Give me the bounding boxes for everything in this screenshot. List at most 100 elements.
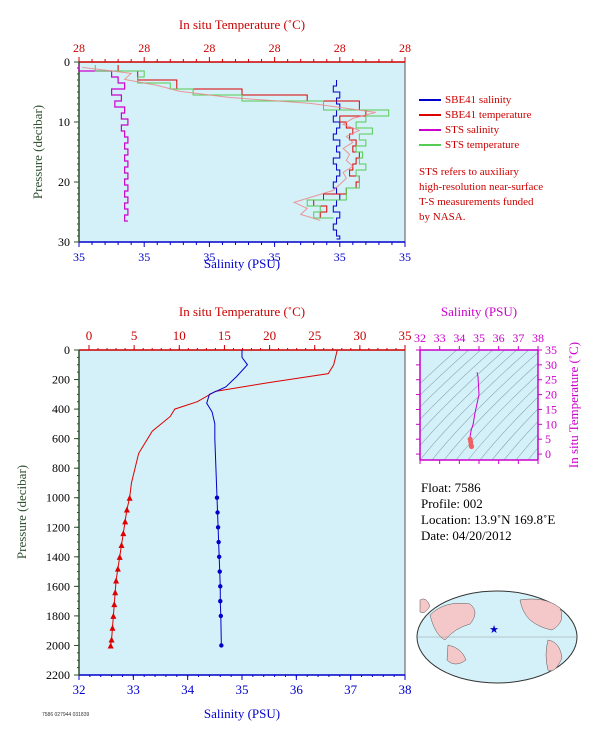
profile-number: Profile: 002 [421,496,483,511]
profile-date: Date: 04/20/2012 [421,528,512,543]
legend-swatch-sts-salinity [419,128,441,131]
sts-note-line-4: by NASA. [419,211,466,223]
bottom-pressure-tick-label: 600 [52,432,70,446]
bottom-temperature-point [110,612,117,619]
top-series-line-3 [78,65,129,222]
bottom-temperature-point [118,542,125,548]
top-salinity-tick-label: 35 [269,250,281,264]
bottom-temp-tick-label: 0 [86,328,93,343]
legend-item-sts-temperature: STS temperature [419,137,531,152]
top-temp-tick-label: 28 [399,41,411,55]
ts-isopycnal-line [420,350,482,408]
bottom-pressure-tick-label: 800 [52,461,70,475]
bottom-temperature-point [109,624,116,631]
ts-isopycnals [420,350,538,460]
top-temp-axis-title: In situ Temperature (˚C) [179,17,305,32]
ts-plot-area [419,349,539,461]
bottom-temp-tick-label: 25 [308,328,321,343]
sts-note-line-2: high-resolution near-surface [419,181,544,193]
bottom-salinity-point [216,554,222,560]
ts-isopycnal-line [443,362,538,460]
ts-salinity-tick-label: 36 [493,331,505,345]
ts-isopycnal-line [467,385,538,460]
bottom-salinity-tick-label: 34 [181,682,195,697]
bottom-pressure-tick-label: 1200 [46,520,70,534]
bottom-pressure-axis-title: Pressure (decibar) [14,465,29,559]
ts-salinity-tick-label: 34 [453,331,465,345]
legend-label-sbe-salinity: SBE41 salinity [445,93,512,106]
top-temp-ticks: 28 28 28 28 28 28 [73,41,411,63]
legend: SBE41 salinity SBE41 temperature STS sal… [419,92,531,152]
bottom-temperature-point [113,577,120,584]
bottom-salinity-point [215,510,220,515]
bottom-pressure-ticks: 0 200 400 600 800 1000 1200 1400 1600 1800 2000 220… [46,343,80,682]
bottom-pressure-tick-label: 0 [64,343,70,357]
bottom-salinity-point [214,495,220,500]
ts-salinity-tick-label: 33 [434,331,446,345]
legend-item-sts-salinity: STS salinity [419,122,531,137]
top-temp-tick-label: 28 [203,41,215,55]
top-pressure-tick-label: 0 [64,55,70,69]
top-series-line-sts-temperature-alt [82,66,376,221]
ts-series-group [467,372,480,450]
ts-isopycnal-line [431,351,538,460]
legend-swatch-sts-temperature [419,143,441,146]
bottom-salinity-point [216,539,221,545]
bottom-temperature-point [112,589,119,596]
ts-temp-tick-label: 5 [545,432,551,446]
top-salinity-ticks: 35 35 35 35 35 35 [73,241,411,264]
bottom-salinity-ticks: 32 33 34 35 36 37 38 [73,674,412,697]
top-pressure-tick-label: 20 [58,175,70,189]
bottom-temp-ticks: 0 5 10 15 20 25 30 35 [79,328,412,351]
ts-temp-tick-label: 30 [545,358,557,372]
ts-temp-axis-title: In situ Temperature (˚C) [566,342,581,468]
map-land-north-america [519,598,562,631]
bottom-salinity-point [218,613,224,619]
legend-swatch-sbe-salinity [419,98,441,101]
top-pressure-tick-label: 30 [58,235,70,249]
ts-isopycnal-line [420,350,470,396]
bottom-salinity-point [217,569,222,574]
ts-salinity-tick-label: 32 [414,331,426,345]
bottom-salinity-tick-label: 36 [290,682,304,697]
legend-label-sbe-temperature: SBE41 temperature [445,108,532,121]
ts-temp-tick-label: 25 [545,373,557,387]
bottom-temperature-point [116,553,123,560]
top-salinity-tick-label: 35 [73,250,85,264]
bottom-salinity-line [206,350,249,646]
bottom-salinity-point [218,598,223,604]
bottom-temp-tick-label: 35 [399,328,412,343]
ts-isopycnal-line [420,350,518,447]
bottom-temperature-point [107,642,114,649]
bottom-temp-tick-label: 10 [173,328,186,343]
top-salinity-tick-label: 35 [399,250,411,264]
bottom-salinity-tick-label: 35 [236,682,249,697]
top-series-line-2 [117,65,367,219]
ts-temp-tick-label: 20 [545,388,557,402]
map-land-australia [446,644,467,665]
top-temp-tick-label: 28 [73,41,85,55]
ts-isopycnal-line [515,433,538,460]
bottom-series-group [107,349,338,649]
bottom-salinity-point [219,643,224,648]
footer-id: 7586 027944 031839 [42,712,90,718]
ts-salinity-axis-title: Salinity (PSU) [441,304,517,319]
map-land-south-america [545,639,563,671]
bottom-salinity-point [215,525,221,530]
bottom-pressure-tick-label: 1800 [46,609,70,623]
legend-label-sts-temperature: STS temperature [445,138,520,151]
ts-salinity-tick-label: 35 [473,331,485,345]
bottom-temp-tick-label: 30 [353,328,366,343]
bottom-temp-tick-label: 15 [218,328,231,343]
ts-temp-tick-label: 15 [545,402,557,416]
top-temp-tick-label: 28 [269,41,281,55]
bottom-salinity-point [218,584,223,589]
ts-diagram: Salinity (PSU) In situ Temperature (˚C) … [414,304,581,468]
bottom-temperature-point [123,506,130,513]
bottom-temperature-point [122,518,129,525]
top-series-group [78,65,390,240]
bottom-pressure-tick-label: 2000 [46,638,70,652]
ts-temp-tick-label: 35 [545,343,557,357]
bottom-temperature-point [114,565,121,572]
ts-isopycnal-line [479,396,538,460]
